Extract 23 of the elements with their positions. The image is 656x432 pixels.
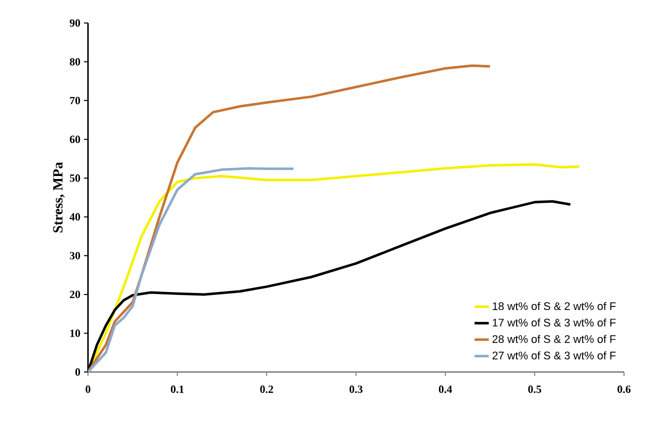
x-tick-label: 0.2 [260, 386, 274, 394]
legend-label: 28 wt% of S & 2 wt% of F [492, 334, 616, 343]
x-tick-label: 0 [86, 386, 90, 393]
y-tick-label: 10 [70, 330, 80, 337]
y-tick-label: 50 [70, 174, 80, 182]
y-tick-label: 20 [70, 290, 80, 298]
y-tick-label: 80 [70, 58, 80, 66]
x-tick-label: 0.3 [350, 386, 363, 394]
legend-label: 18 wt% of S & 2 wt% of F [492, 302, 616, 310]
x-tick-label: 0.1 [170, 386, 184, 394]
x-tick-label: 0.6 [618, 386, 631, 394]
legend-label: 17 wt% of S & 3 wt% of F [492, 318, 616, 327]
y-tick-label: 30 [70, 252, 80, 260]
y-tick-label: 40 [70, 213, 80, 221]
y-tick-label: 90 [70, 19, 80, 27]
legend-label: 27 wt% of S & 3 wt% of F [492, 351, 616, 360]
y-tick-label: 70 [70, 96, 80, 104]
x-tick-label: 0.5 [528, 386, 542, 394]
y-axis-title: Stress, MPa [53, 162, 65, 232]
x-tick-label: 0.4 [438, 386, 452, 394]
line-series [88, 167, 295, 372]
y-tick-label: 60 [70, 136, 80, 144]
y-tick-label: 0 [75, 368, 80, 376]
